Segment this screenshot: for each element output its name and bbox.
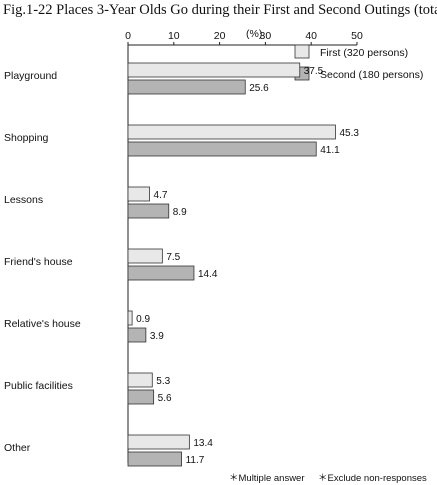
category-labels: Playground Shopping Lessons Friend's house R… bbox=[4, 70, 81, 454]
note-multiple-answer: ＊Multiple answer bbox=[229, 473, 305, 484]
x-tick-label: 40 bbox=[305, 30, 317, 42]
data-label: 11.7 bbox=[186, 455, 205, 466]
x-tick-label: 50 bbox=[351, 30, 363, 42]
data-label: 41.1 bbox=[320, 145, 340, 156]
x-tick-label: 10 bbox=[168, 30, 180, 42]
category-label: Lessons bbox=[4, 194, 43, 206]
data-label: 25.6 bbox=[249, 83, 269, 94]
bars: 37.5 25.6 45.3 41.1 4.7 8.9 7.5 14.4 0.93.9 5.3 5.… bbox=[127, 62, 359, 467]
data-label: 0.9 bbox=[136, 314, 150, 325]
data-label: 37.5 bbox=[304, 66, 324, 77]
bar bbox=[127, 79, 246, 95]
data-label: 7.5 bbox=[166, 252, 180, 263]
data-label: 5.3 bbox=[156, 376, 170, 387]
category-label: Other bbox=[4, 442, 31, 454]
x-tick-label: 20 bbox=[214, 30, 226, 42]
legend-label: First (320 persons) bbox=[320, 47, 408, 59]
legend-label: Second (180 persons) bbox=[320, 69, 423, 81]
bar bbox=[127, 310, 133, 326]
data-label: 4.7 bbox=[154, 190, 168, 201]
category-label: Playground bbox=[4, 70, 57, 82]
bar bbox=[127, 389, 155, 405]
category-label: Public facilities bbox=[4, 380, 73, 392]
bar bbox=[127, 248, 163, 264]
bar bbox=[127, 203, 170, 219]
data-label: 3.9 bbox=[150, 331, 164, 342]
bar bbox=[127, 372, 153, 388]
data-label: 45.3 bbox=[339, 128, 359, 139]
legend: First (320 persons) Second (180 persons) bbox=[294, 44, 423, 81]
bar bbox=[127, 265, 195, 281]
bar bbox=[127, 124, 336, 140]
bar bbox=[127, 141, 317, 157]
bar bbox=[127, 327, 147, 343]
bar bbox=[127, 451, 182, 467]
bar bbox=[127, 62, 301, 78]
category-label: Relative's house bbox=[4, 318, 81, 330]
data-label: 14.4 bbox=[198, 269, 218, 280]
category-label: Shopping bbox=[4, 132, 49, 144]
note-exclude-non-responses: ＊Exclude non-responses bbox=[318, 473, 427, 484]
bar bbox=[127, 186, 150, 202]
bar bbox=[127, 434, 190, 450]
data-label: 8.9 bbox=[173, 207, 187, 218]
data-label: 13.4 bbox=[193, 438, 213, 449]
chart-title: Fig.1-22 Places 3-Year Olds Go during th… bbox=[3, 2, 437, 18]
legend-swatch bbox=[294, 44, 310, 59]
category-label: Friend's house bbox=[4, 256, 73, 268]
data-label: 5.6 bbox=[158, 393, 172, 404]
unit-label: (%) bbox=[246, 28, 262, 40]
x-tick-label: 0 bbox=[125, 30, 131, 42]
x-tick-label: 30 bbox=[260, 30, 272, 42]
